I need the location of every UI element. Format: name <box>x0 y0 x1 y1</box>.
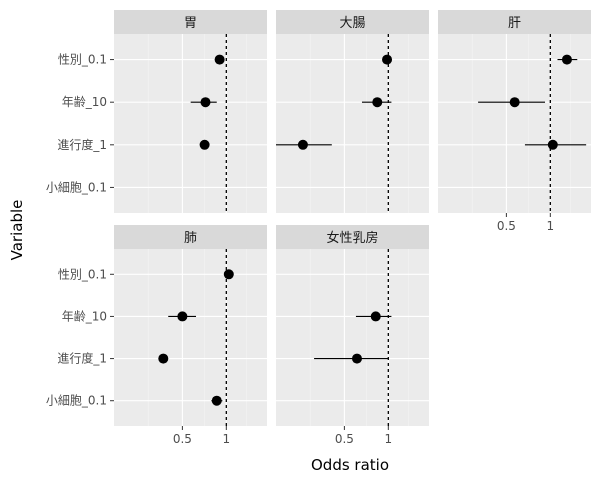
panel-background <box>276 34 429 213</box>
x-tick-label: 1 <box>546 219 554 233</box>
estimate-point-e5b9b4e9bda2_10 <box>370 311 381 322</box>
estimate-point-e680a7e588a5_0.1 <box>223 269 234 280</box>
y-tick-label: 進行度_1 <box>57 351 107 366</box>
y-tick-label: 性別_0.1 <box>58 267 107 281</box>
facet-strip <box>276 10 429 34</box>
facet-panel: 肺性別_0.1 年齢_10 進行度_1 小細胞_0.1 0.5 1 <box>46 225 267 446</box>
x-tick-label: 1 <box>384 432 392 446</box>
facet-title: 肺 <box>184 231 197 246</box>
estimate-point-e980b2e8a18ce5baa6_1 <box>199 139 210 150</box>
facet-panel: 女性乳房 0.5 1 <box>276 225 429 446</box>
x-tick-label: 0.5 <box>173 432 192 446</box>
facet-title: 女性乳房 <box>326 230 378 246</box>
estimate-point-e680a7e588a5_0.1 <box>382 54 393 65</box>
panel-background <box>276 249 429 426</box>
estimate-point-e680a7e588a5_0.1 <box>561 54 572 65</box>
panel-background <box>114 249 267 426</box>
facet-panel: 肝 0.5 1 <box>438 10 591 233</box>
y-tick-label: 年齢_10 <box>62 94 107 109</box>
y-tick-label: 小細胞_0.1 <box>46 180 107 194</box>
estimate-point-e980b2e8a18ce5baa6_1 <box>158 353 169 364</box>
y-axis-title: Variable <box>8 200 26 261</box>
x-tick-label: 0.5 <box>497 219 516 233</box>
facet-strip <box>114 225 267 249</box>
x-tick-label: 0.5 <box>335 432 354 446</box>
y-tick-label: 進行度_1 <box>57 137 107 152</box>
x-axis-title: Odds ratio <box>311 456 389 474</box>
estimate-point-e5b9b4e9bda2_10 <box>200 97 211 108</box>
y-tick-label: 年齢_10 <box>62 308 107 323</box>
facet-strip <box>276 225 429 249</box>
estimate-point-e5b9b4e9bda2_10 <box>177 311 188 322</box>
y-tick-label: 性別_0.1 <box>58 53 107 67</box>
estimate-point-e5b9b4e9bda2_10 <box>509 97 520 108</box>
estimate-point-e680a7e588a5_0.1 <box>214 54 225 65</box>
facet-title: 肝 <box>508 16 521 31</box>
facet-title: 胃 <box>184 16 197 31</box>
estimate-point-e980b2e8a18ce5baa6_1 <box>351 353 362 364</box>
estimate-point-e980b2e8a18ce5baa6_1 <box>297 139 308 150</box>
facet-strip <box>114 10 267 34</box>
x-tick-label: 1 <box>222 432 230 446</box>
estimate-point-e5b9b4e9bda2_10 <box>372 97 383 108</box>
facet-panel: 大腸 <box>276 10 429 213</box>
facet-strip <box>438 10 591 34</box>
panel-background <box>114 34 267 213</box>
estimate-point-e5b08fe7b4b0e8839e_0.1 <box>211 395 222 406</box>
facet-panel: 胃性別_0.1 年齢_10 進行度_1 小細胞_0.1 <box>46 10 267 213</box>
y-tick-label: 小細胞_0.1 <box>46 394 107 408</box>
facet-title: 大腸 <box>339 16 365 31</box>
estimate-point-e980b2e8a18ce5baa6_1 <box>547 139 558 150</box>
